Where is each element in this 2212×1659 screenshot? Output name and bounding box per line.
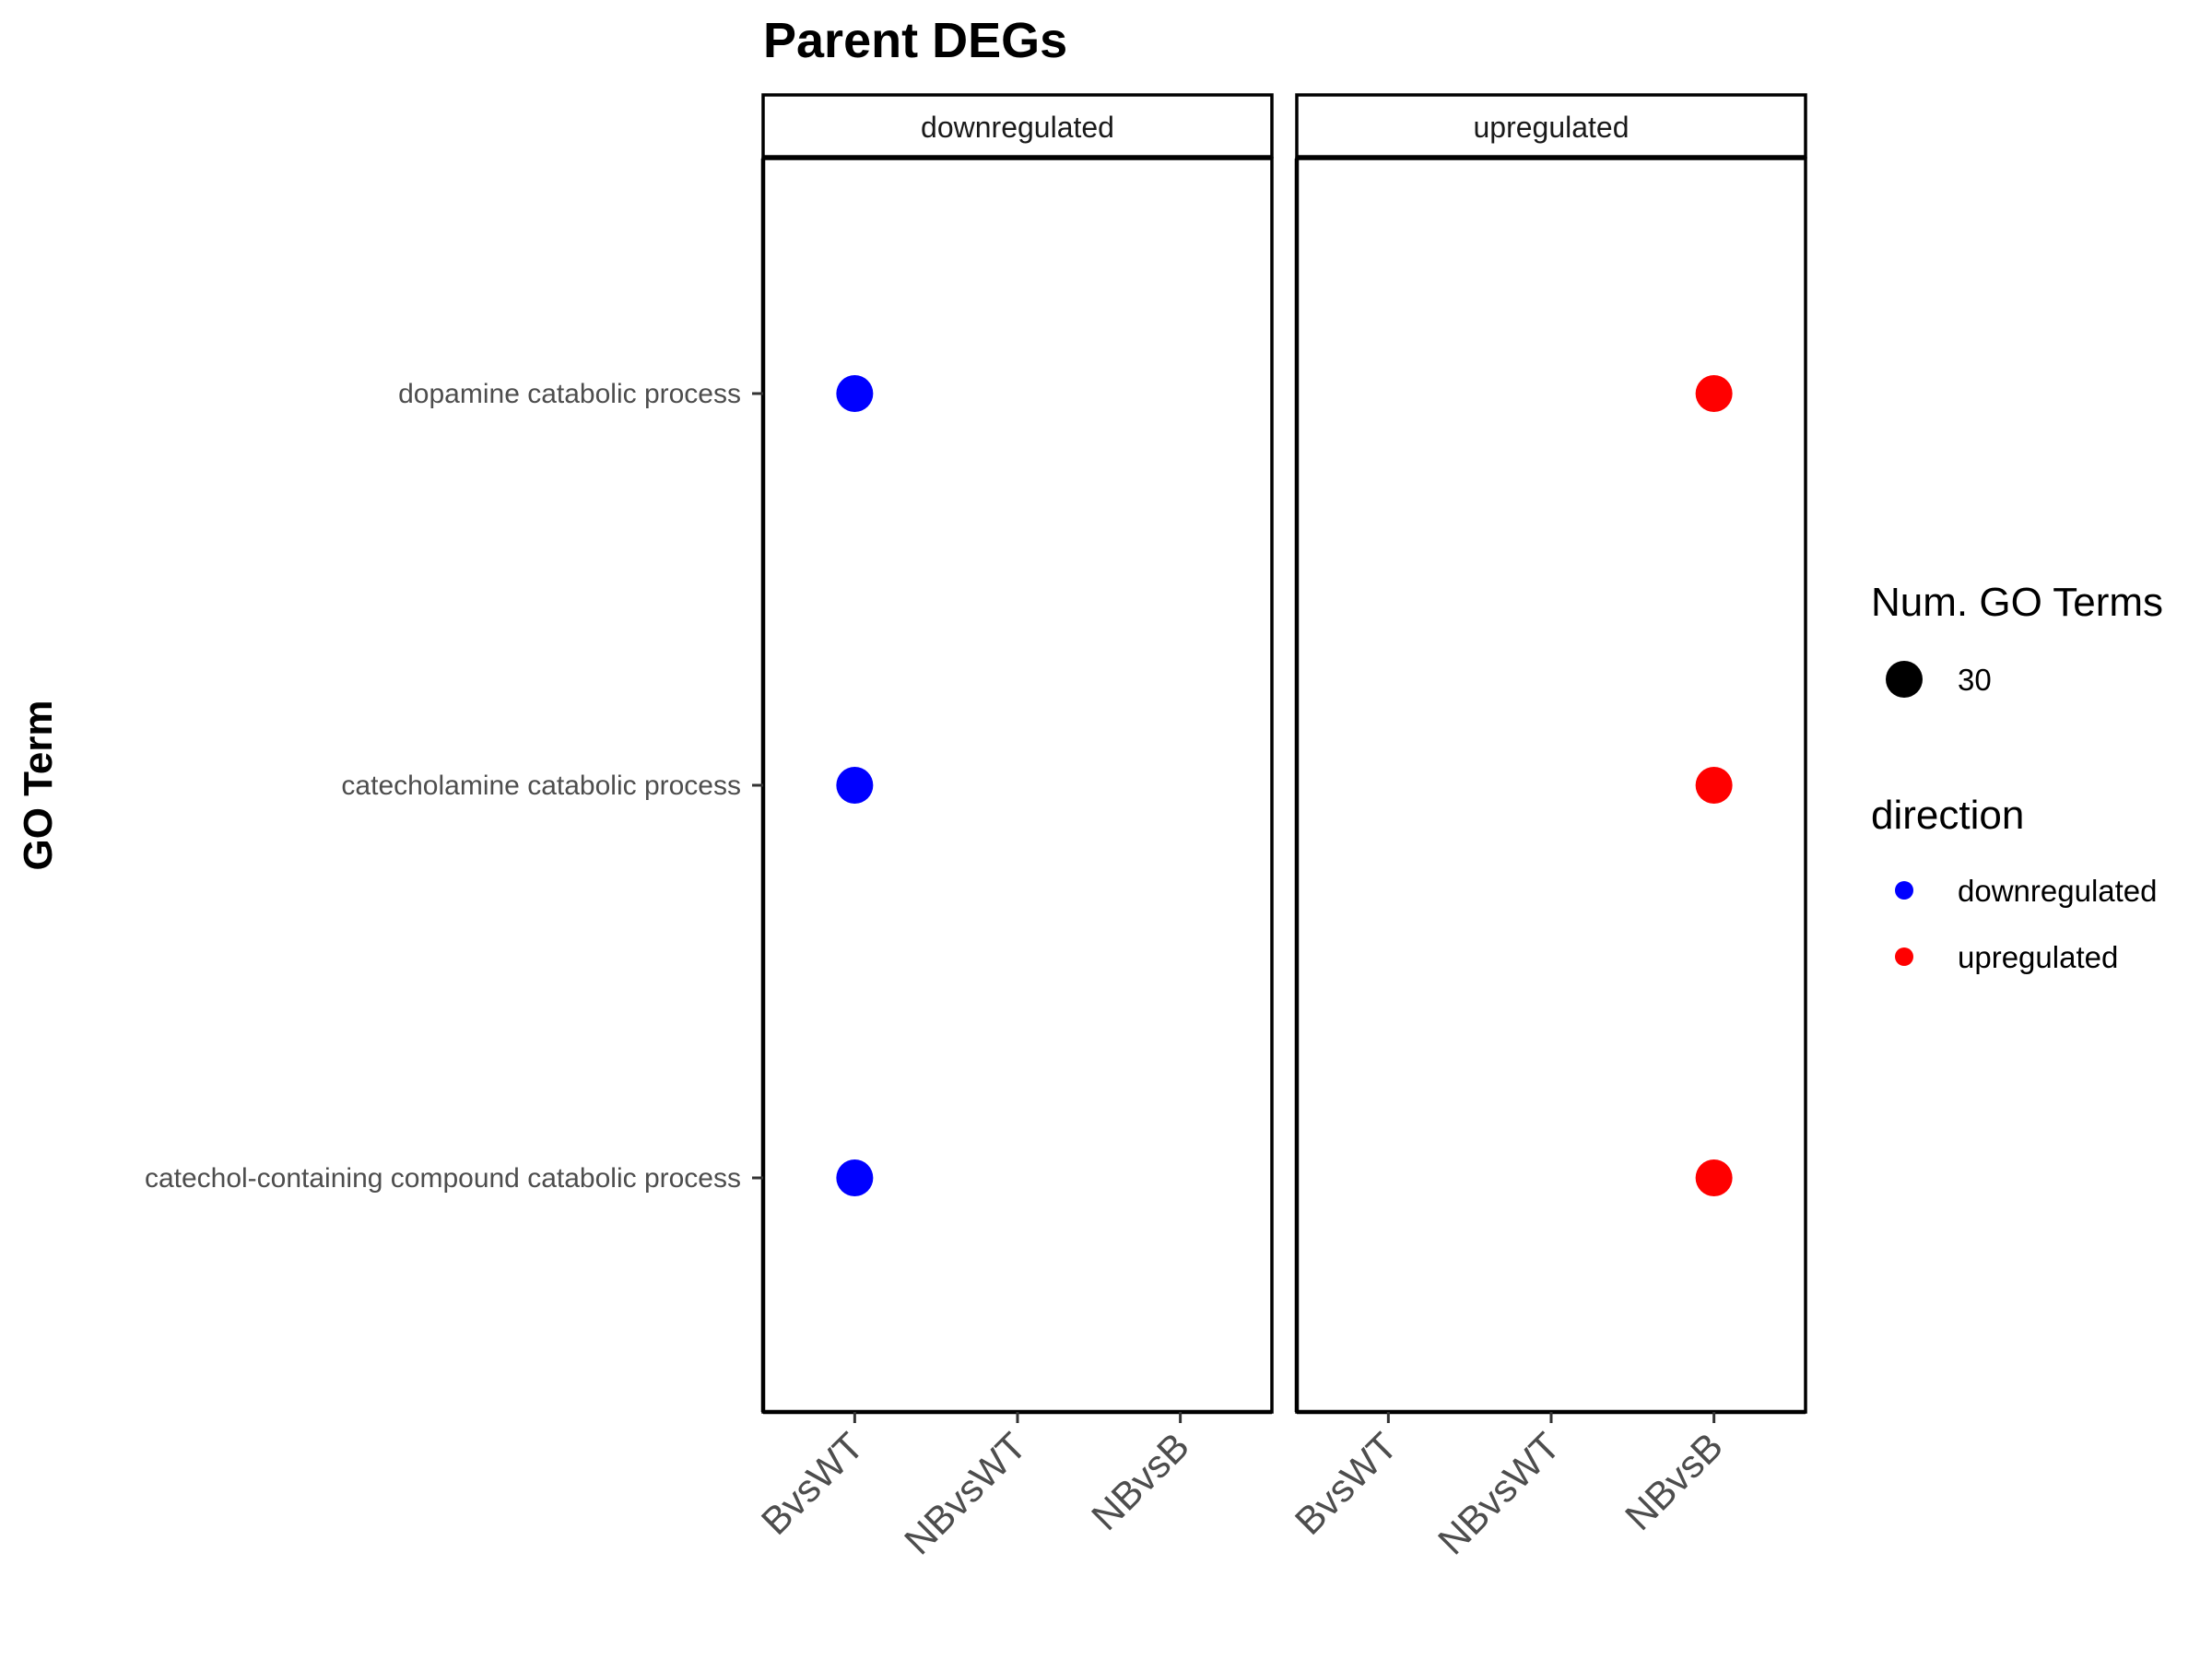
y-tick-label: dopamine catabolic process bbox=[398, 379, 741, 409]
y-axis: dopamine catabolic process catecholamine … bbox=[145, 379, 763, 1194]
point-upregulated bbox=[1695, 767, 1733, 804]
x-tick-label: NBvsB bbox=[1617, 1424, 1731, 1538]
legend-size-key bbox=[1886, 661, 1923, 698]
x-tick-label: NBvsWT bbox=[896, 1424, 1034, 1562]
y-tick-label: catechol-containing compound catabolic p… bbox=[145, 1163, 741, 1194]
legend-color-label: downregulated bbox=[1958, 874, 2158, 908]
point-downregulated bbox=[836, 375, 874, 412]
x-tick-label: BvsWT bbox=[1287, 1424, 1406, 1543]
legend-size-title: Num. GO Terms bbox=[1871, 580, 2163, 625]
facet-strip-downregulated bbox=[761, 93, 1274, 159]
point-downregulated bbox=[836, 1159, 874, 1196]
facet-strip-upregulated bbox=[1295, 93, 1807, 159]
chart-title: Parent DEGs bbox=[763, 13, 1067, 68]
y-tick-label: catecholamine catabolic process bbox=[341, 771, 741, 801]
facet-strip-label: downregulated bbox=[921, 111, 1114, 144]
facet-panel-downregulated: downregulated BvsWT NBvsWT NBvsB bbox=[753, 93, 1274, 1563]
legend-color-key bbox=[1895, 947, 1913, 966]
legend-size-label: 30 bbox=[1958, 663, 1992, 697]
x-tick-label: NBvsB bbox=[1083, 1424, 1197, 1538]
legend: Num. GO Terms 30 direction downregulated upr… bbox=[1871, 580, 2163, 974]
point-upregulated bbox=[1695, 375, 1733, 412]
x-tick-label: BvsWT bbox=[753, 1424, 872, 1543]
point-upregulated bbox=[1695, 1159, 1733, 1196]
legend-color-title: direction bbox=[1871, 793, 2024, 838]
facet-panel-upregulated: upregulated BvsWT NBvsWT NBvsB bbox=[1287, 93, 1807, 1563]
facet-strip-label: upregulated bbox=[1473, 111, 1629, 144]
legend-color-key bbox=[1895, 881, 1913, 900]
point-downregulated bbox=[836, 767, 874, 804]
x-tick-label: NBvsWT bbox=[1430, 1424, 1568, 1562]
y-axis-label: GO Term bbox=[16, 700, 61, 870]
legend-color-label: upregulated bbox=[1958, 940, 2118, 974]
